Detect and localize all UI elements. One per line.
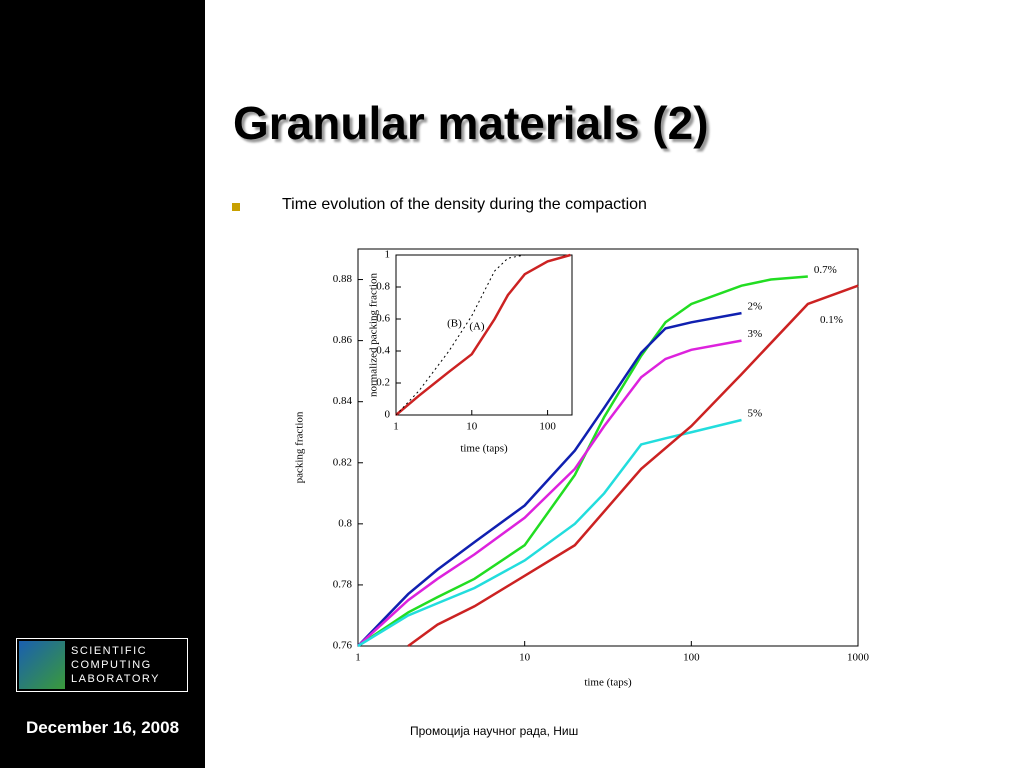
x-tick-label: 1 (393, 421, 399, 433)
y-tick-label: 0.78 (333, 578, 353, 590)
x-tick-label: 10 (519, 652, 531, 664)
x-tick-label: 100 (683, 652, 700, 664)
x-tick-label: 1000 (847, 652, 870, 664)
series-line (357, 339, 742, 647)
series-line (357, 311, 742, 647)
x-tick-label: 10 (466, 421, 478, 433)
y-tick-label: 1 (385, 249, 391, 261)
footer: Промоција научног рада, Ниш (410, 724, 579, 738)
y-tick-label: 0.86 (333, 334, 353, 346)
series-label: 0.1% (820, 314, 843, 326)
logo-text: SCIENTIFIC COMPUTING LABORATORY (71, 644, 160, 686)
y-axis-title: normalized packing fraction (368, 273, 380, 398)
series-line (407, 284, 859, 648)
series-label: (A) (469, 321, 485, 333)
series-line (357, 418, 742, 648)
series-line (357, 275, 808, 648)
series-label: 5% (748, 408, 763, 420)
x-tick-label: 100 (539, 421, 556, 433)
logo-icon (19, 641, 65, 689)
y-tick-label: 0.76 (333, 640, 353, 652)
date: December 16, 2008 (25, 718, 180, 737)
x-tick-label: 1 (355, 652, 361, 664)
y-tick-label: 0.8 (376, 281, 390, 293)
y-tick-label: 0.84 (333, 395, 353, 407)
series-label: 2% (748, 301, 763, 313)
y-tick-label: 0.6 (376, 313, 390, 325)
series-line (395, 254, 525, 416)
series-label: 3% (748, 328, 763, 340)
series-label: (B) (447, 317, 462, 329)
y-tick-label: 0 (385, 409, 391, 421)
series-label: 0.7% (814, 264, 837, 276)
logo: SCIENTIFIC COMPUTING LABORATORY (16, 638, 188, 692)
y-tick-label: 0.82 (333, 456, 352, 468)
y-axis-title: packing fraction (294, 411, 306, 483)
x-axis-title: time (taps) (584, 677, 632, 689)
series-line (395, 253, 571, 416)
y-tick-label: 0.4 (376, 345, 390, 357)
x-axis-title: time (taps) (460, 443, 508, 455)
y-tick-label: 0.8 (338, 517, 352, 529)
y-tick-label: 0.2 (376, 377, 390, 389)
y-tick-label: 0.88 (333, 273, 353, 285)
bullet-marker (232, 203, 240, 211)
logo-line: COMPUTING (71, 659, 152, 671)
logo-line: LABORATORY (71, 673, 160, 685)
bullet-text: Time evolution of the density during the… (282, 196, 647, 213)
slide-title: Granular materials (2) (233, 97, 709, 149)
logo-line: SCIENTIFIC (71, 645, 148, 657)
